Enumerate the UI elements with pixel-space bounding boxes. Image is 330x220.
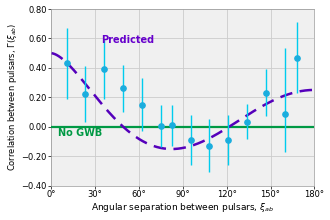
X-axis label: Angular separation between pulsars, $\xi_{ab}$: Angular separation between pulsars, $\xi… — [91, 202, 274, 214]
Text: Predicted: Predicted — [101, 35, 154, 45]
Y-axis label: Correlation between pulsars, $\Gamma(\xi_{ab})$: Correlation between pulsars, $\Gamma(\xi… — [6, 23, 18, 171]
Text: No GWB: No GWB — [58, 128, 102, 138]
